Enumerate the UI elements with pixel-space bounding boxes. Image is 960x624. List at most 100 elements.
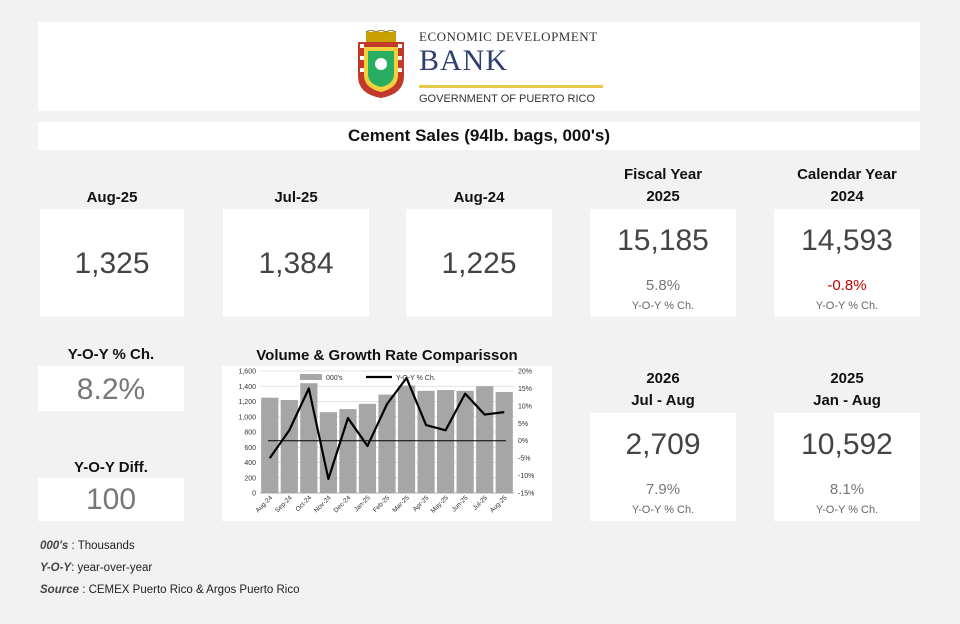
footnote-key: Source <box>40 584 79 596</box>
coat-of-arms-logo <box>358 30 404 98</box>
fy-label-line2: 2025 <box>646 188 680 205</box>
aug25-label: Aug-25 <box>86 189 138 206</box>
x-tick-label: Jul-25 <box>472 494 490 512</box>
legend-bar-label: 000's <box>326 375 343 382</box>
cy-label-line2: 2024 <box>830 188 864 205</box>
julaug-pct: 7.9% <box>645 481 681 498</box>
bar <box>456 390 474 493</box>
chart-panel: 0 200 400 600 800 1,000 1,200 1,400 1,600 -15% -10… <box>222 366 552 521</box>
bar <box>358 403 377 493</box>
y-tick-left: 1,600 <box>238 369 256 376</box>
x-tick-label: Sep-24 <box>274 494 294 514</box>
page-title: Cement Sales (94lb. bags, 000's) <box>348 126 610 145</box>
cy-value: 14,593 <box>801 224 893 257</box>
footnote-text: : CEMEX Puerto Rico & Argos Puerto Rico <box>79 584 300 596</box>
janaug-card: 10,592 8.1% Y-O-Y % Ch. <box>774 413 920 521</box>
y-tick-left: 1,400 <box>238 384 256 391</box>
x-tick-label: Feb-25 <box>372 494 392 514</box>
aug24-value: 1,225 <box>441 247 517 280</box>
aug25-card: 1,325 <box>40 209 184 317</box>
y-tick-left: 600 <box>244 445 256 452</box>
y-tick-left: 0 <box>252 491 256 498</box>
julaug-pct-label: Y-O-Y % Ch. <box>631 504 695 516</box>
bar <box>476 386 494 493</box>
fy-pct: 5.8% <box>645 277 681 294</box>
yoy-diff-card: 100 <box>38 478 184 521</box>
bar <box>437 390 455 493</box>
bar <box>417 390 435 493</box>
y-tick-right: -15% <box>518 491 534 498</box>
org-line2: BANK <box>419 44 509 77</box>
janaug-label: 2025 Jan - Aug <box>774 368 920 412</box>
y-tick-right: 20% <box>518 369 532 376</box>
fy-label: Fiscal Year 2025 <box>590 164 736 208</box>
yoy-pct-card: 8.2% <box>38 366 184 411</box>
jul25-label: Jul-25 <box>274 189 318 206</box>
chart-title: Volume & Growth Rate Comparisson <box>256 347 518 364</box>
bar <box>339 409 357 493</box>
bar <box>319 412 337 493</box>
bar <box>378 394 396 493</box>
jul25-value: 1,384 <box>258 247 334 280</box>
fy-card: 15,185 5.8% Y-O-Y % Ch. <box>590 209 736 317</box>
legend-line-label: Y-O-Y % Ch. <box>396 375 436 382</box>
cy-pct-label: Y-O-Y % Ch. <box>815 300 879 312</box>
x-tick-label: Aug-24 <box>254 494 274 514</box>
footnote-yoy: Y-O-Y: year-over-year <box>40 562 152 574</box>
julaug-value: 2,709 <box>625 428 701 461</box>
bar <box>280 399 298 493</box>
y-tick-left: 1,000 <box>238 414 256 421</box>
volume-growth-chart: 0 200 400 600 800 1,000 1,200 1,400 1,600 -15% -10… <box>238 369 534 515</box>
footnote-key: 000's <box>40 540 69 552</box>
yoy-diff-value: 100 <box>85 483 137 516</box>
cy-pct: -0.8% <box>827 277 867 294</box>
cy-label-line1: Calendar Year <box>797 166 897 183</box>
org-line3: GOVERNMENT OF PUERTO RICO <box>419 93 596 105</box>
y-tick-right: -5% <box>518 456 530 463</box>
y-tick-right: 0% <box>518 438 528 445</box>
yoy-pct-label: Y-O-Y % Ch. <box>67 346 155 363</box>
x-tick-label: Mar-25 <box>391 494 411 514</box>
bar <box>495 391 513 493</box>
janaug-pct: 8.1% <box>829 481 865 498</box>
julaug-card: 2,709 7.9% Y-O-Y % Ch. <box>590 413 736 521</box>
y-tick-right: -10% <box>518 473 534 480</box>
y-tick-left: 1,200 <box>238 399 256 406</box>
x-tick-label: Aug-25 <box>489 494 509 514</box>
title-panel: Cement Sales (94lb. bags, 000's) <box>38 122 920 150</box>
janaug-pct-label: Y-O-Y % Ch. <box>815 504 879 516</box>
y-tick-right: 10% <box>518 403 532 410</box>
jul25-card: 1,384 <box>223 209 369 317</box>
x-tick-label: Dec-24 <box>333 494 353 514</box>
footnote-key: Y-O-Y <box>40 562 72 574</box>
janaug-value: 10,592 <box>801 428 893 461</box>
x-tick-label: Jan-25 <box>353 494 372 513</box>
aug25-value: 1,325 <box>74 247 150 280</box>
y-tick-left: 200 <box>244 475 256 482</box>
x-tick-label: May-25 <box>430 494 451 515</box>
bar <box>397 385 416 493</box>
legend-bar-swatch <box>300 374 322 380</box>
cy-card: 14,593 -0.8% Y-O-Y % Ch. <box>774 209 920 317</box>
janaug-label-line2: Jan - Aug <box>813 392 881 409</box>
x-tick-label: Oct-24 <box>295 494 314 513</box>
footnote-text: : year-over-year <box>71 562 153 574</box>
y-tick-left: 800 <box>244 430 256 437</box>
julaug-label-line1: 2026 <box>646 370 680 387</box>
julaug-label-line2: Jul - Aug <box>631 392 695 409</box>
aug24-label: Aug-24 <box>453 189 505 206</box>
bar <box>261 397 279 493</box>
fy-pct-label: Y-O-Y % Ch. <box>631 300 695 312</box>
y-tick-right: 5% <box>518 421 528 428</box>
cy-label: Calendar Year 2024 <box>774 164 920 208</box>
footnote-text: : Thousands <box>68 540 135 552</box>
footnote-source: Source : CEMEX Puerto Rico & Argos Puert… <box>40 584 300 596</box>
janaug-label-line1: 2025 <box>830 370 864 387</box>
y-tick-right: 15% <box>518 386 532 393</box>
yoy-diff-label: Y-O-Y Diff. <box>74 459 148 476</box>
series-line <box>268 376 505 481</box>
footnote-thousands: 000's : Thousands <box>40 540 135 552</box>
aug24-card: 1,225 <box>406 209 552 317</box>
gold-rule <box>419 85 603 88</box>
julaug-label: 2026 Jul - Aug <box>590 368 736 412</box>
